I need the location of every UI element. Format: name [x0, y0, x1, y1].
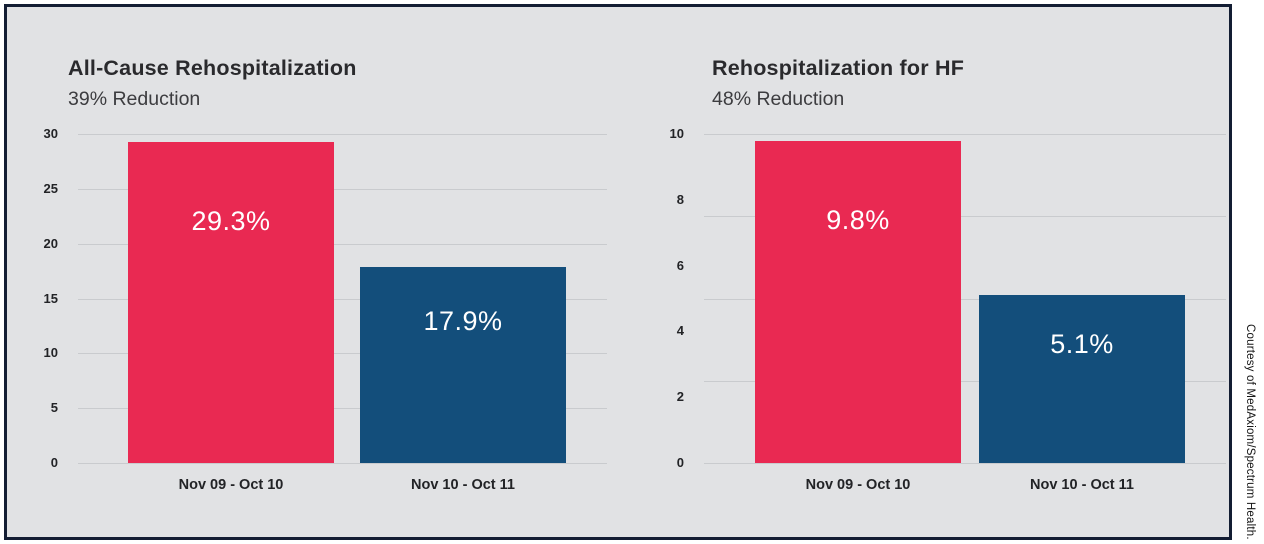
y-axis-tick: 15 — [43, 291, 58, 306]
y-axis-tick: 0 — [50, 455, 58, 470]
gridline — [78, 353, 607, 354]
gridline — [704, 299, 1226, 300]
gridline — [78, 299, 607, 300]
gridline — [78, 463, 607, 464]
y-axis-tick: 8 — [676, 192, 684, 207]
gridline — [78, 408, 607, 409]
gridline — [78, 244, 607, 245]
y-axis-tick: 10 — [43, 345, 58, 360]
gridline — [704, 216, 1226, 217]
y-axis-tick: 4 — [676, 323, 684, 338]
bar-period2: 5.1% — [979, 295, 1185, 463]
chart-title: All-Cause Rehospitalization — [68, 56, 357, 80]
gridline — [78, 134, 607, 135]
chart-subtitle: 39% Reduction — [68, 88, 201, 110]
x-axis-category-label: Nov 10 - Oct 11 — [411, 477, 515, 493]
y-axis-tick: 2 — [676, 389, 684, 404]
x-axis-category-label: Nov 09 - Oct 10 — [178, 477, 284, 493]
gridline — [78, 189, 607, 190]
y-axis-tick: 5 — [50, 400, 58, 415]
chart-subtitle: 48% Reduction — [712, 88, 845, 110]
y-axis-tick: 10 — [669, 126, 684, 141]
y-axis-tick: 0 — [676, 455, 684, 470]
gridline — [704, 463, 1226, 464]
chart-title: Rehospitalization for HF — [712, 56, 965, 80]
bar-value-label: 5.1% — [1050, 329, 1114, 359]
credit-text: Courtesy of MedAxiom/Spectrum Health. — [1244, 324, 1256, 540]
bar-period2: 17.9% — [360, 267, 566, 463]
bar-period1: 29.3% — [128, 142, 334, 463]
bar-period1: 9.8% — [755, 141, 961, 463]
y-axis-tick: 25 — [43, 181, 58, 196]
gridline — [704, 134, 1226, 135]
x-axis-category-label: Nov 10 - Oct 11 — [1030, 477, 1134, 493]
bar-value-label: 17.9% — [423, 306, 503, 336]
y-axis-tick: 20 — [43, 236, 58, 251]
y-axis-tick: 6 — [676, 258, 684, 273]
gridline — [704, 381, 1226, 382]
bar-value-label: 9.8% — [826, 205, 890, 235]
y-axis-tick: 30 — [43, 126, 58, 141]
bar-value-label: 29.3% — [191, 206, 271, 236]
x-axis-category-label: Nov 09 - Oct 10 — [805, 477, 911, 493]
